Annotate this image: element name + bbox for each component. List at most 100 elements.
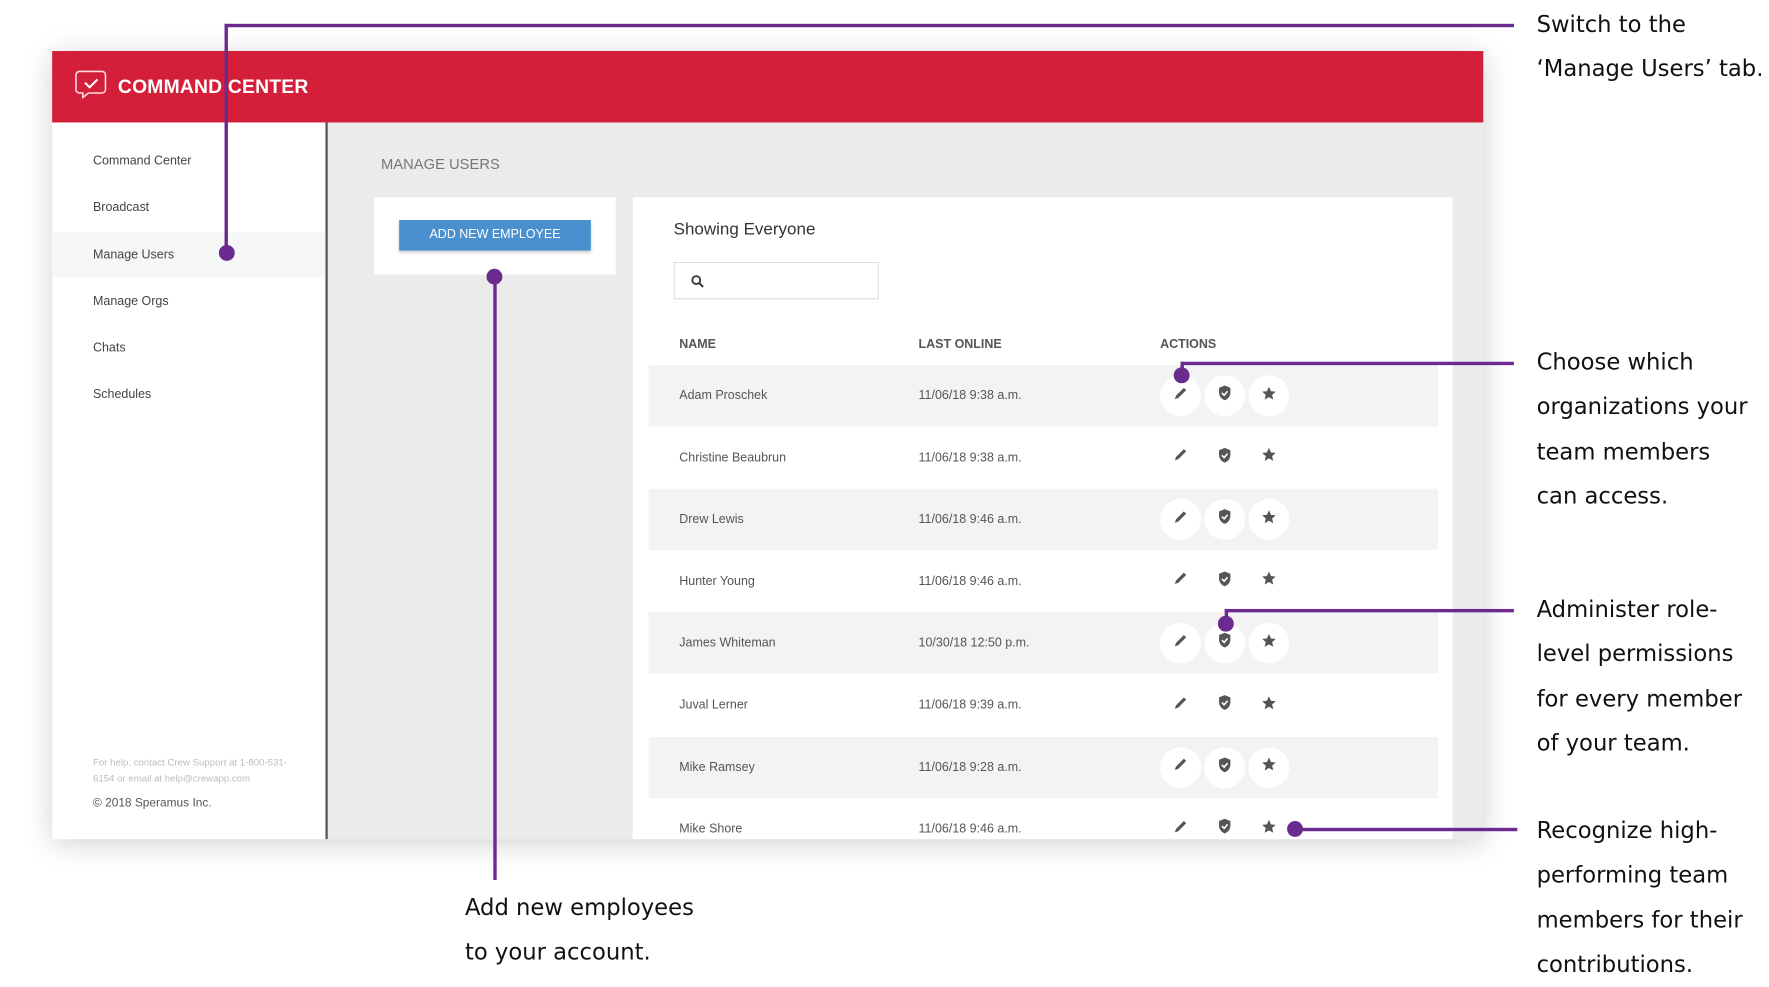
table-row: Mike Ramsey 11/06/18 9:28 a.m. xyxy=(648,736,1438,798)
sidebar-item-schedules[interactable]: Schedules xyxy=(92,387,152,402)
pencil-icon xyxy=(1173,509,1189,531)
annotation-dot xyxy=(1217,615,1234,632)
annotation-line xyxy=(224,23,228,253)
table-row: Christine Beaubrun 11/06/18 9:38 a.m. xyxy=(649,427,1438,488)
users-table-card: Showing Everyone NAME LAST ONLINE ACTION… xyxy=(632,197,1453,840)
star-icon xyxy=(1261,447,1277,469)
edit-orgs-button[interactable] xyxy=(1160,561,1201,602)
list-title: Showing Everyone xyxy=(673,219,816,240)
star-icon xyxy=(1261,571,1277,593)
star-icon xyxy=(1261,818,1277,839)
pencil-icon xyxy=(1173,695,1189,717)
shield-check-icon xyxy=(1217,384,1233,407)
last-online: 11/06/18 9:46 a.m. xyxy=(918,512,1022,527)
annotation-dot xyxy=(1173,367,1190,384)
recognize-button[interactable] xyxy=(1249,685,1290,726)
search-input[interactable] xyxy=(673,261,879,300)
permissions-button[interactable] xyxy=(1204,809,1245,839)
app-window: COMMAND CENTER Command Center Broadcast … xyxy=(52,51,1484,840)
annotation-line xyxy=(1180,361,1514,366)
last-online: 11/06/18 9:38 a.m. xyxy=(918,388,1022,403)
app-title: COMMAND CENTER xyxy=(117,75,309,97)
user-name: Drew Lewis xyxy=(679,512,744,527)
shield-check-icon xyxy=(1217,508,1233,531)
edit-orgs-button[interactable] xyxy=(1160,746,1201,788)
star-icon xyxy=(1261,385,1277,407)
user-name: Christine Beaubrun xyxy=(679,450,787,465)
pencil-icon xyxy=(1173,571,1189,593)
table-row: Mike Shore 11/06/18 9:46 a.m. xyxy=(649,799,1438,840)
annotation-orgs: Choose which organizations your team membe… xyxy=(1536,348,1748,510)
annotation-recognize: Recognize high-performing team members fo… xyxy=(1536,816,1743,978)
column-header-name[interactable]: NAME xyxy=(679,337,716,352)
annotation-line xyxy=(224,23,1514,28)
page-title: MANAGE USERS xyxy=(381,155,500,173)
add-employee-card: ADD NEW EMPLOYEE xyxy=(374,197,616,275)
shield-check-icon xyxy=(1217,694,1233,717)
annotation-dot xyxy=(1287,821,1303,837)
annotation-permissions: Administer role-level permissions for eve… xyxy=(1536,595,1743,757)
edit-orgs-button[interactable] xyxy=(1160,623,1201,664)
star-icon xyxy=(1261,633,1277,655)
last-online: 10/30/18 12:50 p.m. xyxy=(918,636,1030,651)
recognize-button[interactable] xyxy=(1248,623,1290,664)
edit-orgs-button[interactable] xyxy=(1160,499,1201,540)
user-name: James Whiteman xyxy=(679,636,776,651)
recognize-button[interactable] xyxy=(1249,437,1290,478)
last-online: 11/06/18 9:28 a.m. xyxy=(918,760,1022,775)
annotation-line xyxy=(1224,608,1514,613)
recognize-button[interactable] xyxy=(1248,499,1290,540)
sidebar-item-manage-users[interactable]: Manage Users xyxy=(52,232,326,278)
star-icon xyxy=(1261,695,1277,717)
copyright: © 2018 Speramus Inc. xyxy=(92,796,212,810)
last-online: 11/06/18 9:46 a.m. xyxy=(918,574,1022,589)
recognize-button[interactable] xyxy=(1249,809,1290,839)
shield-check-icon xyxy=(1217,756,1233,779)
permissions-button[interactable] xyxy=(1204,437,1245,478)
chat-check-logo-icon xyxy=(75,69,107,104)
edit-orgs-button[interactable] xyxy=(1160,437,1201,478)
annotation-line xyxy=(493,276,497,880)
star-icon xyxy=(1261,756,1277,778)
permissions-button[interactable] xyxy=(1204,499,1246,540)
permissions-button[interactable] xyxy=(1204,561,1245,602)
recognize-button[interactable] xyxy=(1249,561,1290,602)
pencil-icon xyxy=(1173,447,1189,469)
sidebar-item-chats[interactable]: Chats xyxy=(92,341,126,355)
user-name: Mike Ramsey xyxy=(679,760,755,775)
sidebar-item-broadcast[interactable]: Broadcast xyxy=(92,200,150,215)
annotation-line xyxy=(1295,827,1518,832)
star-icon xyxy=(1261,509,1277,531)
pencil-icon xyxy=(1173,633,1189,655)
recognize-button[interactable] xyxy=(1248,375,1290,417)
help-text: For help, contact Crew Support at 1-800-… xyxy=(92,756,287,784)
search-icon xyxy=(691,275,704,288)
table-row: Adam Proschek 11/06/18 9:38 a.m. xyxy=(648,365,1438,427)
annotation-add: Add new employees to your account. xyxy=(464,893,694,966)
permissions-button[interactable] xyxy=(1204,746,1246,788)
user-name: Hunter Young xyxy=(679,574,755,589)
user-name: Mike Shore xyxy=(679,822,743,836)
sidebar-item-command-center[interactable]: Command Center xyxy=(92,154,192,168)
table-row: James Whiteman 10/30/18 12:50 p.m. xyxy=(648,612,1438,675)
sidebar: Command Center Broadcast Manage Users Ma… xyxy=(52,122,328,840)
recognize-button[interactable] xyxy=(1248,746,1290,788)
last-online: 11/06/18 9:38 a.m. xyxy=(918,450,1022,465)
shield-check-icon xyxy=(1217,632,1233,655)
shield-check-icon xyxy=(1217,446,1233,469)
app-header: COMMAND CENTER xyxy=(52,51,1484,123)
annotation-dot xyxy=(486,268,503,285)
column-header-last-online[interactable]: LAST ONLINE xyxy=(918,337,1002,352)
user-name: Adam Proschek xyxy=(679,388,768,403)
last-online: 11/06/18 9:46 a.m. xyxy=(918,822,1022,836)
add-new-employee-button[interactable]: ADD NEW EMPLOYEE xyxy=(399,219,591,251)
edit-orgs-button[interactable] xyxy=(1160,685,1201,726)
sidebar-item-manage-orgs[interactable]: Manage Orgs xyxy=(92,294,169,309)
pencil-icon xyxy=(1173,385,1189,407)
table-row: Drew Lewis 11/06/18 9:46 a.m. xyxy=(648,488,1438,551)
pencil-icon xyxy=(1173,818,1189,839)
edit-orgs-button[interactable] xyxy=(1160,809,1201,839)
table-row: Juval Lerner 11/06/18 9:39 a.m. xyxy=(649,675,1438,736)
permissions-button[interactable] xyxy=(1204,375,1246,417)
permissions-button[interactable] xyxy=(1204,685,1245,726)
